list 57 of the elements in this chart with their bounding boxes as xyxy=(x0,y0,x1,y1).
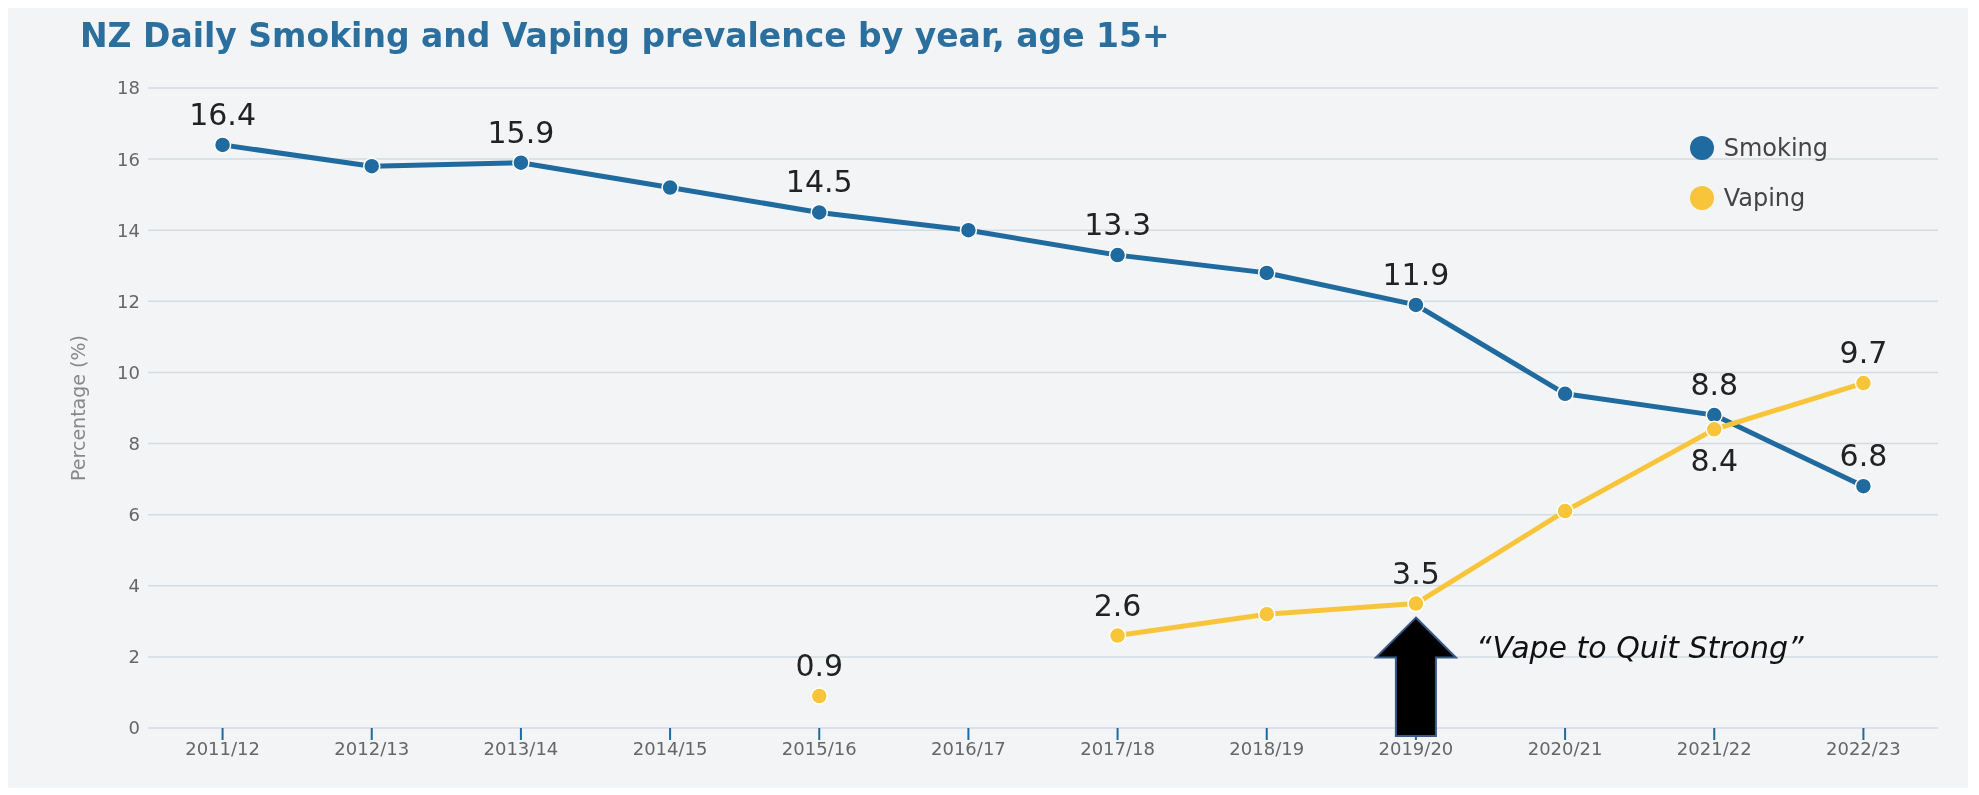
legend-label: Smoking xyxy=(1722,133,1828,164)
point xyxy=(1258,605,1276,623)
x-tick-label: 2017/18 xyxy=(1080,737,1155,759)
point xyxy=(1108,626,1127,645)
data-label: 14.5 xyxy=(785,164,853,200)
point xyxy=(1705,420,1723,439)
y-tick-label: 12 xyxy=(117,290,140,312)
y-tick-label: 16 xyxy=(117,148,140,170)
x-tick-label: 2016/17 xyxy=(931,737,1006,759)
x-tick-label: 2020/21 xyxy=(1527,737,1603,759)
point xyxy=(363,157,381,175)
point xyxy=(810,687,828,705)
x-tick-label: 2011/12 xyxy=(185,737,260,759)
y-tick-label: 8 xyxy=(128,432,140,454)
x-tick-label: 2014/15 xyxy=(632,737,708,759)
point xyxy=(213,136,232,154)
annotation: “Vape to Quit Strong” xyxy=(1475,629,1805,665)
x-tick-label: 2013/14 xyxy=(483,737,559,759)
data-label: 13.3 xyxy=(1084,207,1151,243)
y-tick-label: 2 xyxy=(128,646,140,668)
data-label: 8.8 xyxy=(1690,367,1739,403)
y-tick-label: 6 xyxy=(128,504,140,526)
data-label: 11.9 xyxy=(1382,256,1450,292)
data-label: 2.6 xyxy=(1093,587,1142,623)
x-tick-label: 2019/20 xyxy=(1378,737,1454,759)
x-tick-label: 2012/13 xyxy=(334,737,410,759)
legend-label: Vaping xyxy=(1722,183,1807,214)
point xyxy=(1556,385,1574,403)
point xyxy=(959,221,978,239)
y-tick-label: 0 xyxy=(128,717,140,739)
y-axis-title: Percentage (%) xyxy=(66,335,89,481)
data-label: 9.7 xyxy=(1839,335,1888,371)
data-label: 8.4 xyxy=(1690,443,1739,479)
x-tick-label: 2018/19 xyxy=(1229,737,1305,759)
y-tick-label: 4 xyxy=(128,575,140,597)
point xyxy=(1407,594,1425,613)
y-tick-label: 18 xyxy=(117,77,140,99)
point xyxy=(1854,477,1873,495)
x-tick-label: 2022/23 xyxy=(1826,737,1901,759)
chart-title: NZ Daily Smoking and Vaping prevalence by year, age 15+ xyxy=(80,16,1170,55)
point xyxy=(512,153,530,172)
data-label: 0.9 xyxy=(795,648,844,683)
point xyxy=(1556,502,1574,520)
y-tick-label: 14 xyxy=(117,219,140,241)
point xyxy=(1108,246,1127,264)
x-tick-label: 2021/22 xyxy=(1676,737,1752,759)
y-tick-label: 10 xyxy=(117,361,140,383)
point xyxy=(810,203,828,222)
point xyxy=(661,178,679,197)
data-label: 16.4 xyxy=(189,96,256,132)
point xyxy=(1854,374,1873,392)
point xyxy=(1407,296,1425,314)
data-label: 3.5 xyxy=(1392,555,1440,591)
data-label: 6.8 xyxy=(1839,438,1888,474)
x-tick-label: 2015/16 xyxy=(781,737,857,759)
data-label: 15.9 xyxy=(487,114,555,150)
point xyxy=(1258,264,1276,282)
